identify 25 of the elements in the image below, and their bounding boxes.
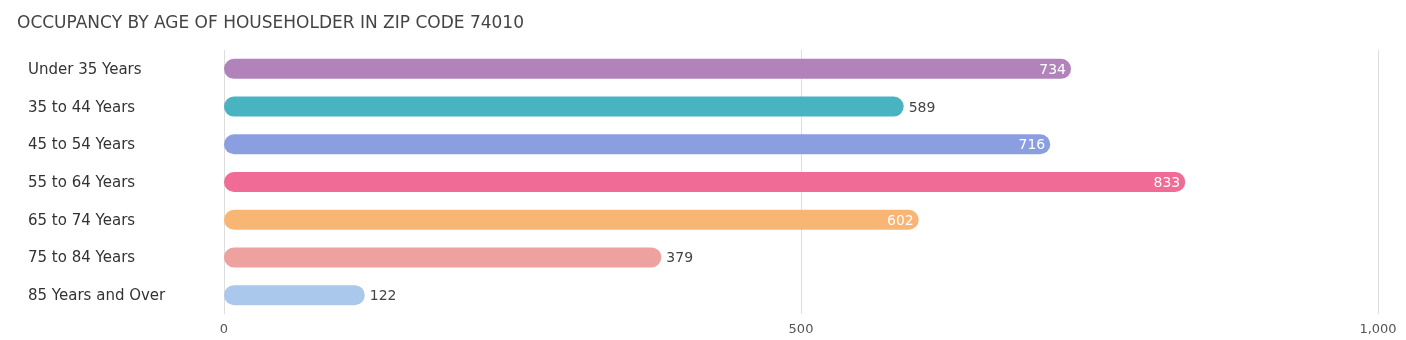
data-label: 716: [1018, 136, 1046, 153]
chart-title: OCCUPANCY BY AGE OF HOUSEHOLDER IN ZIP CODE 74010: [17, 11, 525, 32]
data-label: 833: [1153, 174, 1181, 190]
data-label: 734: [1039, 60, 1067, 77]
y-tick-label: 65 to 74 Years: [28, 210, 136, 229]
bar: [224, 96, 904, 117]
y-tick-label: Under 35 Years: [28, 59, 142, 78]
bar: [224, 58, 1072, 79]
data-label: 379: [666, 249, 694, 266]
y-tick-label: 35 to 44 Years: [28, 97, 136, 116]
bar: [224, 134, 1051, 155]
y-tick-label: 45 to 54 Years: [28, 135, 136, 154]
x-tick-label: 500: [788, 321, 814, 336]
y-tick-label: 55 to 64 Years: [28, 173, 136, 191]
bar: [224, 285, 365, 306]
data-label: 602: [886, 211, 914, 228]
data-label: 589: [908, 98, 936, 115]
x-tick-label: 0: [219, 321, 229, 336]
x-tick-label: 1,000: [1359, 321, 1397, 336]
bar: [224, 209, 919, 230]
y-tick-label: 85 Years and Over: [28, 286, 167, 305]
data-label: 122: [369, 287, 397, 304]
bar: [224, 247, 662, 268]
bar: [224, 172, 1186, 192]
y-tick-label: 75 to 84 Years: [28, 248, 136, 267]
